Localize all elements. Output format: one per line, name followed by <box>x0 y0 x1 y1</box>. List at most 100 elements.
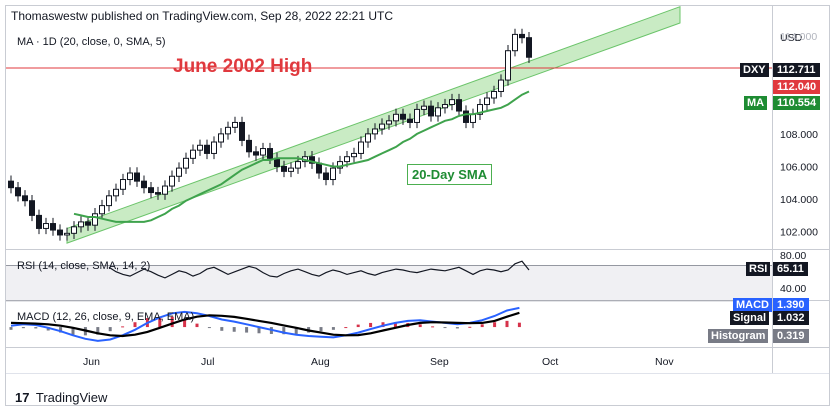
macd-histogram-bar <box>257 327 261 334</box>
dxy-price-tag-value: 112.711 <box>773 63 820 77</box>
tradingview-footer[interactable]: 17 TradingView <box>15 390 107 405</box>
candle-body <box>141 180 147 189</box>
macd-histogram-bar <box>121 326 125 328</box>
candle-body <box>106 195 112 207</box>
candle-body <box>162 185 168 195</box>
candle-body <box>526 37 532 58</box>
candle-body <box>407 118 413 123</box>
candle-body <box>358 141 364 154</box>
macd-histogram-bar <box>431 326 435 328</box>
macd-histogram-bar <box>232 327 236 332</box>
candle-body <box>386 120 392 125</box>
candle-body <box>505 50 511 81</box>
macd-histogram-bar <box>344 327 348 329</box>
candle-body <box>365 133 371 143</box>
macd-pane <box>9 306 521 342</box>
candle-body <box>50 223 56 231</box>
macd-histogram-bar <box>369 322 373 328</box>
candle-body <box>239 121 245 141</box>
candle-body <box>36 214 42 229</box>
tradingview-logo-icon: 17 <box>15 390 30 405</box>
candle-body <box>400 113 406 120</box>
candle-body <box>463 110 469 123</box>
candle-body <box>414 108 420 123</box>
macd-histogram-bar <box>9 327 13 330</box>
candle-body <box>491 90 497 99</box>
candle-body <box>281 165 287 172</box>
chart-canvas[interactable]: USD114.000110.000108.000106.000104.00010… <box>5 5 830 406</box>
candle-body <box>253 151 259 156</box>
rsi-pane <box>6 260 772 302</box>
candle-body <box>309 156 315 164</box>
rsi-band-fill <box>6 265 772 301</box>
macd-histogram-bar <box>356 324 360 328</box>
rsi-legend[interactable]: RSI (14, close, SMA, 14, 2) <box>17 260 151 272</box>
ma-price-tag-value: 110.554 <box>773 96 821 110</box>
macd-histogram-bar <box>294 327 298 334</box>
macd-histogram-bar <box>220 327 224 331</box>
histogram-value-tag-value: 0.319 <box>773 329 809 343</box>
candle-body <box>442 104 448 109</box>
candle-body <box>393 113 399 122</box>
macd-histogram-bar <box>480 324 484 328</box>
rsi-tick-label: 80.00 <box>780 250 806 262</box>
candle-body <box>190 149 196 159</box>
candle-body <box>512 33 518 52</box>
candle-body <box>155 192 161 195</box>
candle-body <box>449 99 455 106</box>
candle-body <box>330 167 336 181</box>
macd-histogram-bar <box>158 316 162 328</box>
candle-body <box>64 232 70 236</box>
candle-body <box>288 167 294 172</box>
outer-border <box>5 5 830 406</box>
june-high-annotation: June 2002 High <box>173 56 313 77</box>
macd-histogram-bar <box>21 327 25 329</box>
macd-histogram-bar <box>381 322 385 328</box>
candle-body <box>456 99 462 112</box>
macd-value-tag-value: 1.390 <box>773 298 809 312</box>
macd-histogram-bar <box>195 323 199 328</box>
candle-body <box>148 187 154 194</box>
candle-body <box>120 179 126 190</box>
candle-body <box>127 172 133 181</box>
macd-histogram-bar <box>96 327 100 335</box>
candle-body <box>15 187 21 197</box>
main-price-pane <box>6 5 772 244</box>
macd-histogram-bar <box>59 327 63 333</box>
candle-body <box>225 126 231 135</box>
candle-body <box>260 148 266 156</box>
rsi-tick-label: 40.00 <box>780 283 806 295</box>
candle-body <box>113 188 119 197</box>
chart-frame: USD114.000110.000108.000106.000104.00010… <box>5 5 830 406</box>
macd-histogram-bar <box>505 320 509 328</box>
candle-body <box>197 144 203 151</box>
candle-body <box>267 148 273 159</box>
candle-body <box>337 161 343 169</box>
dxy-price-tag-label: DXY <box>740 63 769 77</box>
candle-body <box>99 205 105 215</box>
time-axis-label: Jul <box>201 356 214 368</box>
candle-body <box>379 123 385 130</box>
macd-value-tag-label: MACD <box>733 298 772 312</box>
macd-histogram-bar <box>493 322 497 328</box>
macd-histogram-bar <box>34 327 38 329</box>
macd-legend[interactable]: MACD (12, 26, close, 9, EMA, EMA) <box>17 311 195 323</box>
candle-body <box>204 144 210 154</box>
candle-body <box>183 157 189 169</box>
ma-legend[interactable]: MA · 1D (20, close, 0, SMA, 5) <box>17 36 166 48</box>
candle-body <box>351 152 357 158</box>
candle-body <box>176 167 182 177</box>
candle-body <box>85 221 91 226</box>
candle-body <box>71 226 77 234</box>
price-axis-unit: USD <box>780 32 803 44</box>
publisher-attribution: Thomaswestw published on TradingView.com… <box>11 9 393 23</box>
candle-body <box>218 133 224 143</box>
time-axis-label: Aug <box>311 356 330 368</box>
macd-histogram-bar <box>455 327 459 329</box>
candle-body <box>8 180 14 189</box>
candle-body <box>92 213 98 226</box>
time-axis-label: Nov <box>655 356 674 368</box>
rsi-value-tag-label: RSI <box>746 262 771 276</box>
candle-body <box>498 79 504 92</box>
candle-body <box>57 229 63 236</box>
